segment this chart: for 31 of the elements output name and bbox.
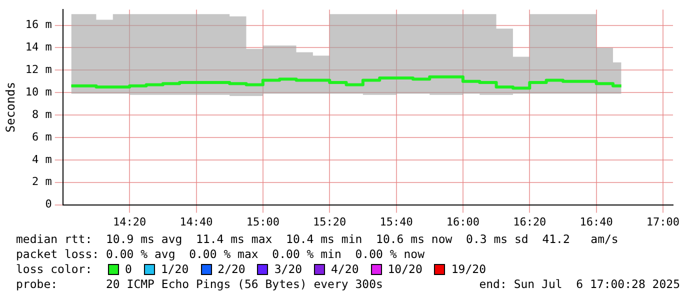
text: 4/20: [331, 262, 359, 277]
x-tick-label: 16:40: [580, 215, 613, 228]
x-tick-label: 16:00: [446, 215, 480, 228]
text: median rtt: 10.9 ms avg 11.4 ms max 10.4 ms min 10.6 ms now 0.3 ms sd 41.2 am/s: [16, 232, 620, 247]
text: 3/20: [274, 262, 302, 277]
x-tick-label: 14:20: [113, 215, 146, 228]
y-tick-label: 16 m: [25, 18, 52, 32]
y-axis-title: Seconds: [3, 82, 18, 132]
y-tick-label: 4 m: [32, 152, 52, 166]
x-tick-label: 15:20: [313, 215, 346, 228]
text: packet loss: 0.00 % avg 0.00 % max 0.00 % min 0.00 % now: [16, 247, 426, 262]
x-tick-label: 15:00: [246, 215, 280, 228]
y-tick-label: 8 m: [32, 108, 52, 121]
x-tick-label: 16:20: [513, 215, 546, 228]
text: probe: 20 ICMP Echo Pings (56 Bytes) every 300s: [16, 277, 383, 292]
x-tick-label: 17:00: [646, 215, 680, 228]
x-tick-label: 15:40: [380, 215, 413, 228]
text: 0: [125, 262, 132, 277]
text: 2/20: [218, 262, 246, 277]
y-tick-label: 10 m: [25, 85, 52, 98]
text: 10/20: [388, 262, 422, 277]
y-tick-label: 12 m: [25, 63, 52, 76]
text: 1/20: [160, 262, 189, 277]
y-tick-label: 0: [45, 198, 52, 211]
y-tick-label: 2 m: [32, 175, 52, 188]
y-tick-label: 6 m: [32, 130, 52, 144]
text: 19/20: [451, 262, 486, 277]
text: loss color:: [16, 262, 94, 277]
y-tick-label: 14 m: [25, 40, 52, 54]
text: end: Sun Jul 6 17:00:28 2025: [479, 277, 680, 292]
x-tick-label: 14:40: [180, 215, 213, 228]
